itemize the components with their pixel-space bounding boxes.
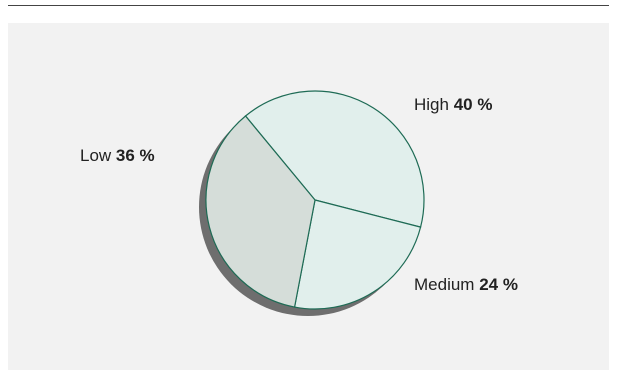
slice-value-low: 36 % bbox=[116, 146, 155, 165]
pie-slices bbox=[205, 90, 425, 310]
pie-slice-high bbox=[244, 90, 425, 228]
slice-value-medium: 24 % bbox=[479, 275, 518, 294]
pie-slice-low bbox=[205, 115, 316, 308]
slice-label-low: Low 36 % bbox=[80, 146, 155, 165]
slice-label-high: High 40 % bbox=[414, 95, 492, 114]
slice-label-medium: Medium 24 % bbox=[414, 275, 518, 294]
top-divider bbox=[8, 5, 609, 6]
slice-value-high: 40 % bbox=[454, 95, 493, 114]
pie-slice-medium bbox=[293, 199, 422, 310]
